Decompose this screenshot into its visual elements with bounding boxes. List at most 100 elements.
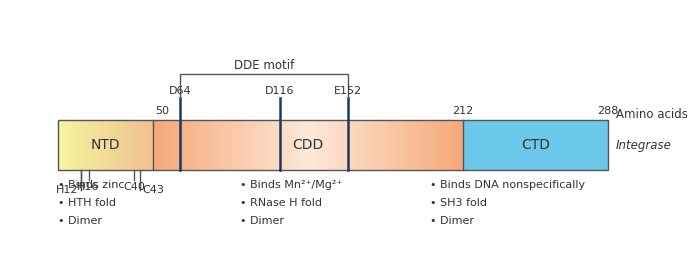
Bar	[461, 120, 463, 170]
Bar	[298, 120, 301, 170]
Bar	[288, 120, 290, 170]
Bar	[89, 120, 90, 170]
Bar	[143, 120, 144, 170]
Text: E152: E152	[334, 86, 363, 96]
Bar	[72, 120, 74, 170]
Bar	[88, 120, 89, 170]
Bar	[391, 120, 394, 170]
Bar	[122, 120, 124, 170]
Text: 288: 288	[597, 106, 619, 116]
Bar	[82, 120, 83, 170]
Bar	[254, 120, 257, 170]
Bar	[363, 120, 365, 170]
Bar	[409, 120, 412, 170]
Text: DDE motif: DDE motif	[234, 59, 295, 72]
Text: • Binds Mn²⁺/Mg²⁺: • Binds Mn²⁺/Mg²⁺	[240, 180, 342, 190]
Text: • Binds zinc: • Binds zinc	[58, 180, 125, 190]
Bar	[383, 120, 386, 170]
Bar	[131, 120, 132, 170]
Bar	[161, 120, 164, 170]
Bar	[174, 120, 177, 170]
Bar	[151, 120, 153, 170]
Bar	[308, 120, 312, 170]
Text: CTD: CTD	[521, 138, 550, 152]
Bar	[130, 120, 131, 170]
Bar	[386, 120, 389, 170]
Bar	[95, 120, 96, 170]
Bar	[249, 120, 252, 170]
Bar	[69, 120, 70, 170]
Bar	[401, 120, 404, 170]
Bar	[349, 120, 353, 170]
Bar	[96, 120, 97, 170]
Bar	[277, 120, 280, 170]
Text: 50: 50	[155, 106, 169, 116]
Bar	[67, 120, 69, 170]
Bar	[233, 120, 237, 170]
Bar	[112, 120, 113, 170]
Bar	[375, 120, 378, 170]
Bar	[75, 120, 76, 170]
Bar	[421, 120, 425, 170]
Bar	[114, 120, 116, 170]
Bar	[337, 120, 340, 170]
Bar	[355, 120, 358, 170]
Bar	[84, 120, 85, 170]
Bar	[220, 120, 223, 170]
Bar	[83, 120, 84, 170]
Text: • Dimer: • Dimer	[430, 216, 474, 226]
Bar	[121, 120, 122, 170]
Bar	[182, 120, 185, 170]
Bar	[80, 120, 82, 170]
Text: 212: 212	[452, 106, 473, 116]
Bar	[239, 120, 241, 170]
Text: C43: C43	[142, 185, 164, 195]
Bar	[378, 120, 381, 170]
Bar	[442, 120, 445, 170]
Bar	[316, 120, 319, 170]
Bar	[70, 120, 71, 170]
Bar	[414, 120, 417, 170]
Bar	[395, 120, 399, 170]
Bar	[272, 120, 275, 170]
Bar	[60, 120, 62, 170]
Bar	[274, 120, 278, 170]
Bar	[282, 120, 286, 170]
Bar	[208, 120, 211, 170]
Bar	[132, 120, 133, 170]
Bar	[134, 120, 136, 170]
Bar	[126, 120, 127, 170]
Text: • Dimer: • Dimer	[58, 216, 102, 226]
Bar	[153, 120, 157, 170]
Bar	[195, 120, 198, 170]
Bar	[108, 120, 109, 170]
Bar	[432, 120, 435, 170]
Bar	[321, 120, 324, 170]
Text: • SH3 fold: • SH3 fold	[430, 198, 487, 208]
Bar	[205, 120, 208, 170]
Bar	[97, 120, 99, 170]
Bar	[202, 120, 206, 170]
Bar	[251, 120, 255, 170]
Bar	[435, 120, 438, 170]
Bar	[444, 120, 448, 170]
Bar	[270, 120, 272, 170]
Bar	[429, 120, 433, 170]
Bar	[133, 120, 134, 170]
Bar	[111, 120, 112, 170]
Bar	[116, 120, 118, 170]
Bar	[342, 120, 345, 170]
Bar	[172, 120, 174, 170]
Bar	[92, 120, 94, 170]
Bar	[265, 120, 267, 170]
Bar	[71, 120, 72, 170]
Bar	[141, 120, 143, 170]
Bar	[200, 120, 203, 170]
Bar	[380, 120, 384, 170]
Bar	[85, 120, 87, 170]
Bar	[138, 120, 139, 170]
Bar	[326, 120, 329, 170]
Bar	[87, 120, 88, 170]
Text: D116: D116	[265, 86, 294, 96]
Text: • RNase H fold: • RNase H fold	[240, 198, 322, 208]
